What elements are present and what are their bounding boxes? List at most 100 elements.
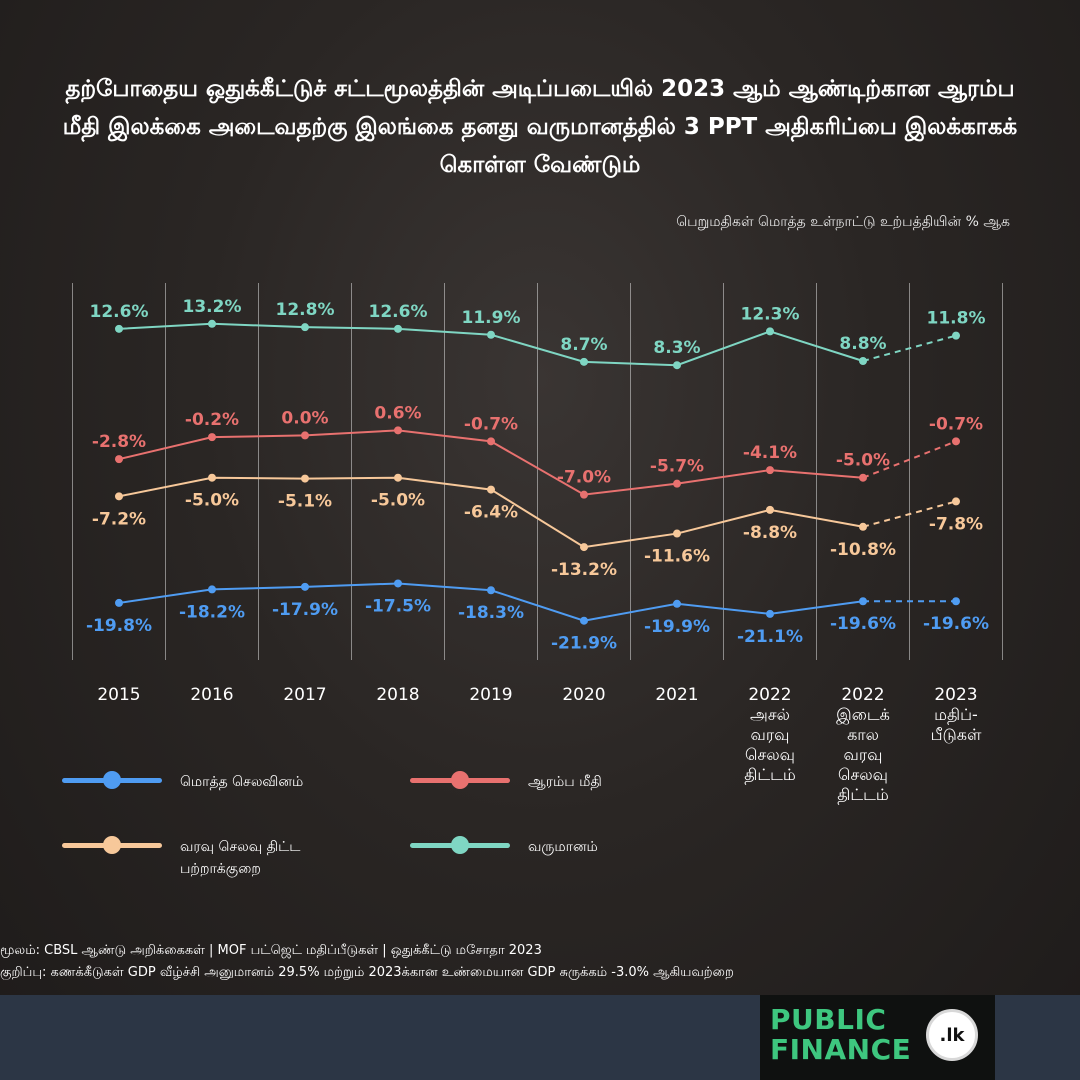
data-label: 8.3% xyxy=(653,338,700,358)
data-label: -7.2% xyxy=(92,509,146,529)
x-tick-label: 2016 xyxy=(190,685,233,705)
x-tick-label: 2022 xyxy=(841,685,884,705)
data-point xyxy=(301,431,309,440)
series-line-projected xyxy=(862,500,957,528)
legend-label-total-expenditure: மொத்த செலவினம் xyxy=(180,774,304,790)
x-tick-label: பீடுகள் xyxy=(931,725,982,744)
data-point xyxy=(487,330,495,339)
data-point xyxy=(952,437,960,446)
x-tick-label: செலவு xyxy=(838,765,888,784)
line-chart: 2015 2016 2017 2018 2019 2020 2021 2022அசல்வரவு… xyxy=(72,283,1003,804)
data-point xyxy=(859,522,867,531)
data-label: -17.5% xyxy=(365,596,431,616)
data-point xyxy=(301,474,309,483)
data-point xyxy=(115,455,123,464)
data-point xyxy=(487,586,495,595)
data-label: 13.2% xyxy=(183,297,242,317)
chart-title: தற்போதைய ஒதுக்கீட்டுச் சட்டமூலத்தின் அடி… xyxy=(62,76,1018,178)
data-point xyxy=(952,497,960,506)
data-label: -0.2% xyxy=(185,410,239,430)
data-point xyxy=(115,598,123,607)
public-finance-logo: PUBLIC FINANCE .lk xyxy=(760,995,995,1080)
data-point xyxy=(487,485,495,494)
data-label: -4.1% xyxy=(743,443,797,463)
x-tick-label: வரவு xyxy=(751,725,790,744)
data-label: -8.8% xyxy=(743,523,797,543)
data-label: 12.6% xyxy=(369,302,428,322)
logo-line-2: FINANCE xyxy=(770,1033,912,1066)
data-point xyxy=(487,437,495,446)
legend-item-primary-balance: ஆரம்ப மீதி xyxy=(410,771,678,793)
data-label: 8.7% xyxy=(560,335,607,355)
chart-subtitle: பெறுமதிகள் மொத்த உள்நாட்டு உற்பத்தியின் … xyxy=(676,214,1010,230)
data-point xyxy=(208,585,216,594)
data-point xyxy=(580,357,588,366)
data-label: -19.8% xyxy=(86,616,152,636)
data-point xyxy=(673,361,681,370)
legend-item-revenue: வருமானம் xyxy=(410,836,678,858)
data-label: 11.8% xyxy=(927,309,986,329)
data-point xyxy=(301,582,309,591)
data-label: -19.9% xyxy=(644,617,710,637)
x-tick-label: 2015 xyxy=(97,685,140,705)
data-label: 0.6% xyxy=(374,403,421,423)
x-tick-label: இடைக் xyxy=(836,705,890,725)
x-tick-label: 2018 xyxy=(376,685,419,705)
legend-item-budget-deficit: வரவு செலவு திட்ட பற்றாக்குறை xyxy=(62,836,320,880)
data-point xyxy=(766,327,774,336)
x-tick-label: வரவு xyxy=(844,745,883,764)
x-tick-label: 2021 xyxy=(655,685,698,705)
x-tick-label: செலவு xyxy=(745,745,795,764)
logo-line-1: PUBLIC xyxy=(770,1003,887,1036)
data-label: 11.9% xyxy=(462,308,521,328)
data-label: -0.7% xyxy=(929,414,983,434)
legend-label-budget-deficit: வரவு செலவு திட்ட பற்றாக்குறை xyxy=(180,839,301,877)
data-point xyxy=(859,597,867,606)
data-label: -11.6% xyxy=(644,547,710,567)
legend-label-primary-balance: ஆரம்ப மீதி xyxy=(528,774,602,790)
legend-label-revenue: வருமானம் xyxy=(528,839,598,855)
data-point xyxy=(208,319,216,328)
data-point xyxy=(766,609,774,618)
data-point xyxy=(766,466,774,475)
data-point xyxy=(952,331,960,340)
x-tick-label: 2022 xyxy=(748,685,791,705)
data-label: -6.4% xyxy=(464,503,518,523)
data-label: -21.1% xyxy=(737,627,803,647)
x-tick-label: 2020 xyxy=(562,685,605,705)
data-label: -5.7% xyxy=(650,457,704,477)
data-label: 12.6% xyxy=(90,302,149,322)
data-point xyxy=(859,356,867,365)
data-point xyxy=(580,616,588,625)
legend-swatch-revenue xyxy=(410,836,510,854)
series-line-projected xyxy=(862,440,957,479)
data-label: -5.1% xyxy=(278,492,332,512)
data-label: -2.8% xyxy=(92,432,146,452)
data-label: -5.0% xyxy=(371,491,425,511)
data-label: -18.3% xyxy=(458,603,524,623)
data-point xyxy=(580,543,588,552)
data-label: -19.6% xyxy=(830,614,896,634)
data-label: -5.0% xyxy=(836,451,890,471)
x-tick-label: அசல் xyxy=(750,705,790,724)
data-label: -10.8% xyxy=(830,540,896,560)
legend-item-total-expenditure: மொத்த செலவினம் xyxy=(62,771,330,793)
data-label: -7.0% xyxy=(557,468,611,488)
data-point xyxy=(208,473,216,482)
data-label: -21.9% xyxy=(551,634,617,654)
data-point xyxy=(673,599,681,608)
data-label: -19.6% xyxy=(923,614,989,634)
logo-seal-icon: .lk xyxy=(926,1009,978,1061)
x-tick-label: 2017 xyxy=(283,685,326,705)
data-label: 8.8% xyxy=(839,334,886,354)
data-label: -0.7% xyxy=(464,414,518,434)
x-tick-label: திட்டம் xyxy=(837,785,888,804)
data-point xyxy=(766,505,774,514)
x-tick-label: மதிப்- xyxy=(934,705,978,724)
data-label: -5.0% xyxy=(185,491,239,511)
x-tick-label: 2023 xyxy=(934,685,977,705)
data-label: 0.0% xyxy=(281,408,328,428)
data-label: -13.2% xyxy=(551,560,617,580)
source-notes: மூலம்: CBSL ஆண்டு அறிக்கைகள் | MOF பட்ஜெ… xyxy=(0,940,734,984)
